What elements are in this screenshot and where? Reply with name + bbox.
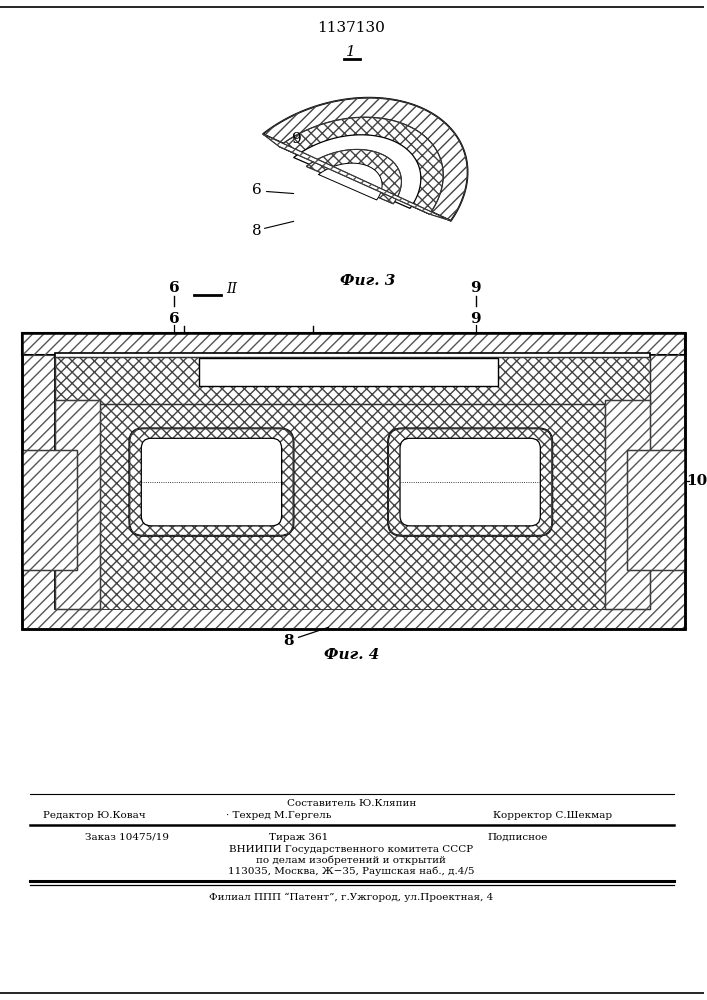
Polygon shape xyxy=(279,117,443,214)
Text: Заказ 10475/19: Заказ 10475/19 xyxy=(85,833,168,842)
Bar xyxy=(627,450,684,570)
Bar xyxy=(22,333,684,355)
Polygon shape xyxy=(293,135,421,208)
Text: 8: 8 xyxy=(284,634,294,648)
Text: Фиг. 3: Фиг. 3 xyxy=(341,274,396,288)
Bar xyxy=(100,404,605,609)
Bar xyxy=(54,353,650,609)
Bar xyxy=(100,404,605,609)
Text: 6: 6 xyxy=(252,183,262,197)
Polygon shape xyxy=(263,134,451,221)
Text: Составитель Ю.Кляпин: Составитель Ю.Кляпин xyxy=(286,799,416,808)
Bar xyxy=(22,333,684,355)
Polygon shape xyxy=(306,149,402,204)
Text: 9: 9 xyxy=(470,281,481,295)
Polygon shape xyxy=(263,98,467,221)
Text: Тираж 361: Тираж 361 xyxy=(269,833,328,842)
Bar xyxy=(22,333,684,629)
Bar xyxy=(199,358,498,386)
Bar xyxy=(22,450,76,570)
FancyBboxPatch shape xyxy=(141,438,281,526)
Bar xyxy=(54,357,650,404)
Text: по делам изобретений и открытий: по делам изобретений и открытий xyxy=(257,855,446,865)
Bar xyxy=(54,400,100,609)
Text: Корректор С.Шекмар: Корректор С.Шекмар xyxy=(493,811,612,820)
Text: 6: 6 xyxy=(169,281,180,295)
Bar xyxy=(22,450,76,570)
Bar xyxy=(22,333,684,629)
Bar xyxy=(54,357,650,404)
Bar xyxy=(605,400,650,609)
Text: Редактор Ю.Ковач: Редактор Ю.Ковач xyxy=(43,811,146,820)
Text: II: II xyxy=(226,282,238,296)
Polygon shape xyxy=(318,163,382,200)
Bar xyxy=(54,400,100,609)
Text: Фиг. 4: Фиг. 4 xyxy=(324,648,379,662)
Text: 1: 1 xyxy=(346,45,356,59)
Text: 8: 8 xyxy=(252,224,262,238)
Bar xyxy=(627,450,684,570)
FancyBboxPatch shape xyxy=(129,428,293,536)
Text: 113035, Москва, Ж−35, Раушская наб., д.4/5: 113035, Москва, Ж−35, Раушская наб., д.4… xyxy=(228,866,474,876)
Text: · Техред М.Гергель: · Техред М.Гергель xyxy=(226,811,332,820)
Text: 9: 9 xyxy=(470,312,481,326)
Text: 6: 6 xyxy=(169,312,180,326)
FancyBboxPatch shape xyxy=(400,438,540,526)
Bar xyxy=(22,333,684,629)
Text: Филиал ППП “Патент”, г.Ужгород, ул.Проектная, 4: Филиал ППП “Патент”, г.Ужгород, ул.Проек… xyxy=(209,892,493,902)
FancyBboxPatch shape xyxy=(388,428,552,536)
Text: 1137130: 1137130 xyxy=(317,21,385,35)
Bar xyxy=(605,400,650,609)
Text: Подписное: Подписное xyxy=(488,833,548,842)
Text: 9: 9 xyxy=(292,132,301,146)
Text: 10: 10 xyxy=(686,474,707,488)
Text: ВНИИПИ Государственного комитета СССР: ВНИИПИ Государственного комитета СССР xyxy=(229,845,473,854)
